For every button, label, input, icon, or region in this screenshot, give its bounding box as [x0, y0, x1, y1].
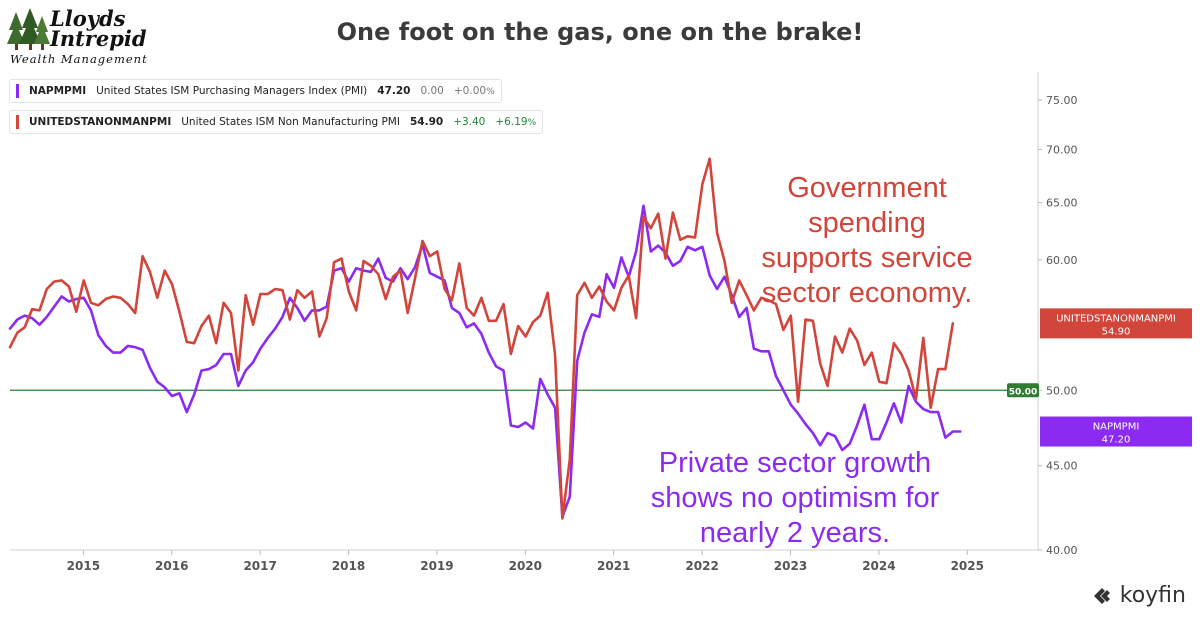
legend-pct-unit: %	[527, 118, 537, 128]
legend-change: +3.40	[453, 116, 486, 128]
series-tag-name: NAPMPMI	[1093, 422, 1140, 433]
legend-change: 0.00	[420, 85, 444, 97]
legend-value: 54.90	[409, 116, 444, 128]
reference-tag	[1007, 383, 1039, 398]
annotation-line: shows no optimism for	[650, 482, 940, 514]
x-tick-label: 2020	[509, 559, 542, 573]
x-tick-label: 2023	[774, 559, 807, 573]
series-tag-value: 47.20	[1102, 435, 1131, 446]
y-tick-label: 65.00	[1046, 196, 1078, 209]
series-tag	[1040, 416, 1192, 447]
series-line-napmpmi	[8, 204, 962, 519]
legend-item-unitedstanonmanpmi[interactable]: UNITEDSTANONMANPMI United States ISM Non…	[9, 110, 544, 134]
chart-tags: 50.00 NAPMPMI 47.20 UNITEDSTANONMANPMI 54.90	[1007, 308, 1192, 447]
chart-series	[8, 157, 962, 520]
annotation-private: Private sector growth shows no optimism …	[640, 446, 950, 551]
y-tick-label: 40.00	[1046, 544, 1078, 557]
legend-name: United States ISM Non Manufacturing PMI	[181, 116, 400, 128]
legend-code: UNITEDSTANONMANPMI	[29, 116, 172, 128]
x-tick-label: 2017	[243, 559, 276, 573]
legend-swatch	[16, 84, 19, 98]
y-tick-label: 60.00	[1046, 254, 1078, 267]
x-tick-label: 2024	[862, 559, 895, 573]
annotation-line: supports service	[761, 242, 973, 274]
x-tick-label: 2018	[332, 559, 365, 573]
y-tick-label: 45.00	[1046, 460, 1078, 473]
annotation-government: Government spending supports service sec…	[752, 171, 982, 311]
chart-axes: 40.00 45.00 50.00 60.00 65.00 70.00 75.00 2015 2…	[10, 72, 1078, 573]
legend-item-napmpmi[interactable]: NAPMPMI United States ISM Purchasing Man…	[9, 79, 502, 103]
brand-logo: Lloyds Intrepid Wealth Management	[6, 6, 166, 68]
legend-swatch	[16, 115, 19, 129]
annotation-line: spending	[808, 207, 926, 239]
logo-line2: Intrepid	[50, 26, 147, 51]
x-tick-label: 2025	[951, 559, 984, 573]
annotation-line: nearly 2 years.	[699, 517, 891, 549]
logo-line3: Wealth Management	[10, 52, 148, 66]
x-tick-label: 2015	[67, 559, 100, 573]
legend-pct-value: +6.19	[495, 116, 528, 128]
chart-title: One foot on the gas, one on the brake!	[336, 18, 864, 46]
legend-pct-unit: %	[486, 87, 495, 97]
legend-pct: +0.00%	[454, 85, 495, 97]
koyfin-logo-icon	[1093, 587, 1110, 604]
trees-icon	[7, 8, 50, 50]
y-tick-label: 70.00	[1046, 143, 1078, 156]
annotation-line: Government	[787, 172, 947, 204]
legend-code: NAPMPMI	[29, 85, 87, 97]
annotation-line: sector economy.	[761, 277, 973, 309]
legend-pct-value: +0.00	[453, 85, 487, 97]
koyfin-wordmark: koyfin	[1119, 583, 1186, 608]
legend-value: 47.20	[377, 85, 411, 97]
x-tick-label: 2019	[420, 559, 453, 573]
legend-pct: +6.19%	[495, 116, 536, 128]
logo-line1: Lloyds	[50, 6, 126, 31]
series-line-unitedstanonmanpmi	[8, 157, 955, 520]
x-tick-label: 2021	[597, 559, 630, 573]
series-tag-name: UNITEDSTANONMANPMI	[1056, 313, 1176, 324]
koyfin-brand: koyfin	[1090, 583, 1186, 608]
series-tag	[1040, 308, 1192, 339]
y-tick-label: 75.00	[1046, 94, 1078, 107]
legend-name: United States ISM Purchasing Managers In…	[96, 85, 368, 97]
reference-tag-label: 50.00	[1009, 387, 1037, 397]
x-tick-label: 2022	[685, 559, 718, 573]
annotation-line: Private sector growth	[658, 447, 932, 479]
x-tick-label: 2016	[155, 559, 188, 573]
y-tick-label: 50.00	[1046, 384, 1078, 397]
series-tag-value: 54.90	[1102, 326, 1131, 337]
